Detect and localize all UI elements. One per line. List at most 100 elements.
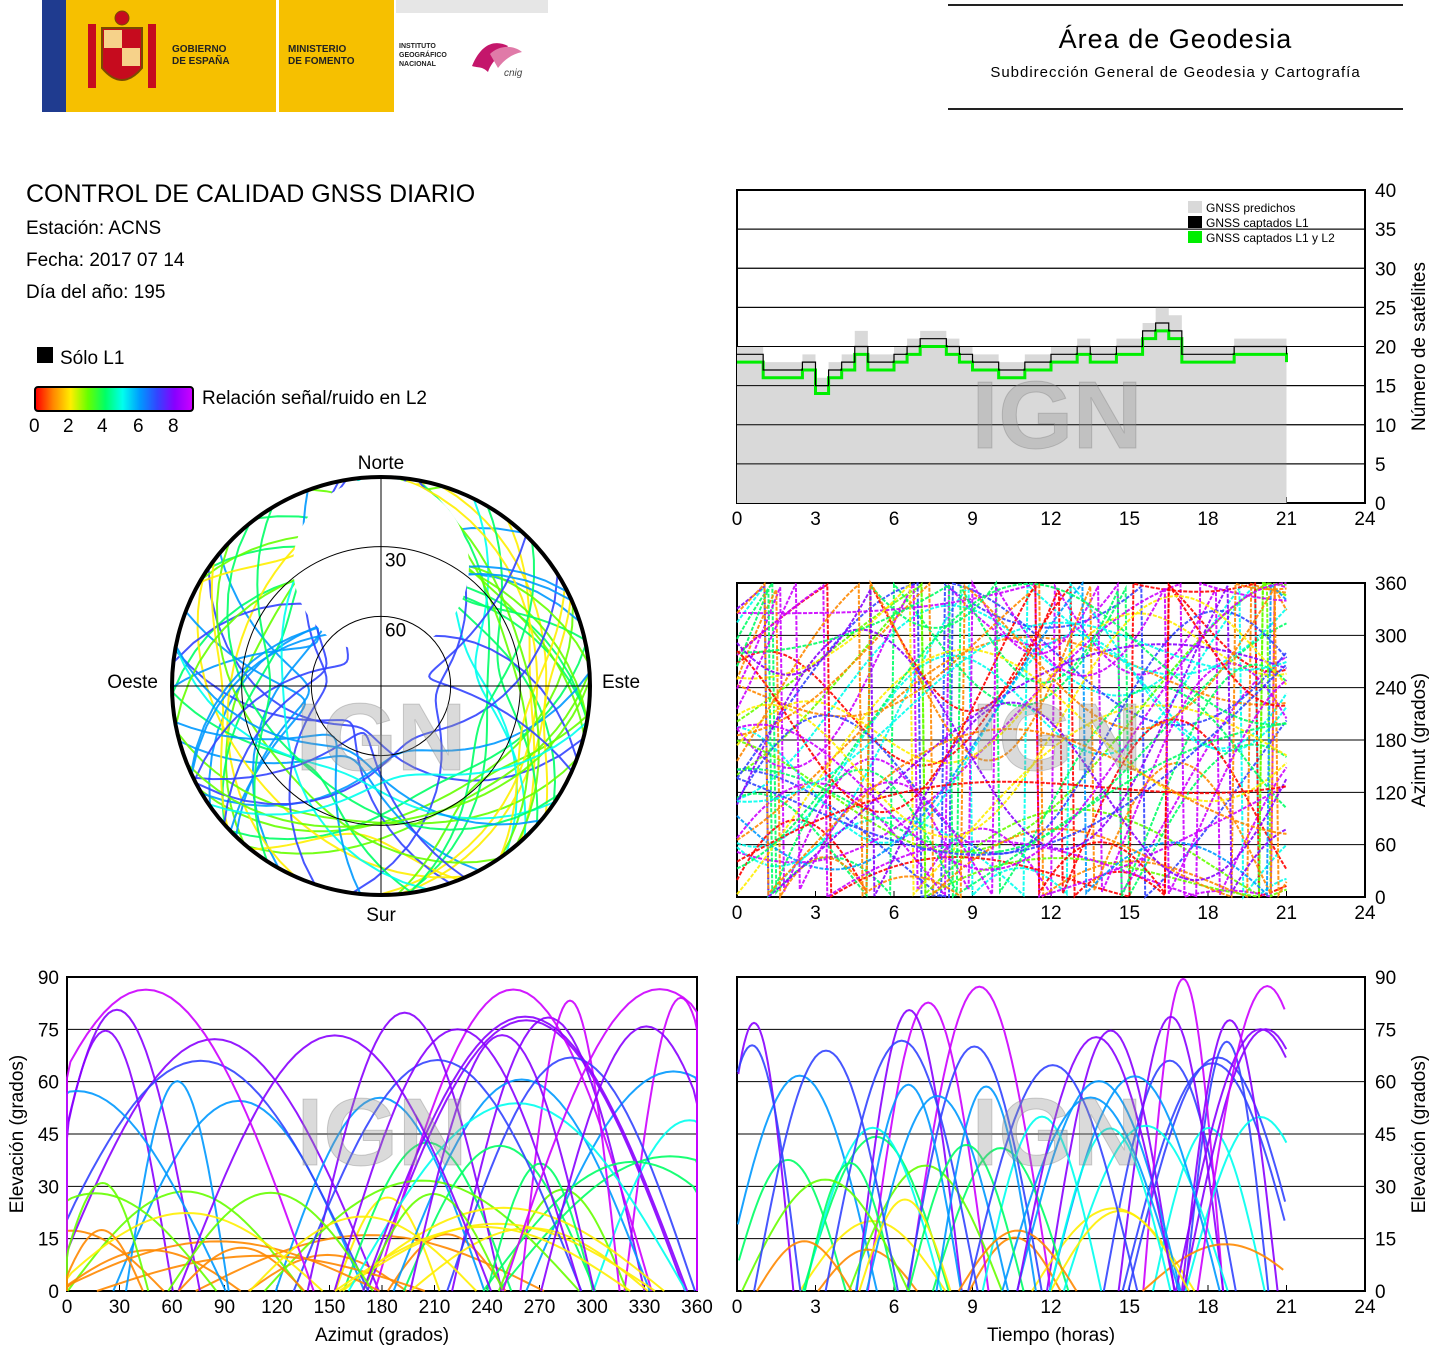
x-tick-label: 300 <box>576 1297 608 1318</box>
legend-l1-swatch <box>1188 216 1202 228</box>
legend-l1l2-swatch <box>1188 231 1202 243</box>
y-tick-label: 0 <box>1375 1282 1386 1303</box>
track-series <box>736 585 1287 897</box>
gov-text: GOBIERNO DE ESPAÑA <box>172 44 230 68</box>
track-series <box>756 1240 853 1292</box>
doy-label: Día del año: 195 <box>26 282 166 303</box>
x-axis-label: Azimut (grados) <box>315 1325 449 1346</box>
y-tick-label: 40 <box>1375 181 1396 202</box>
track-series <box>736 582 1287 871</box>
y-tick-label: 25 <box>1375 298 1396 319</box>
y-tick-label: 90 <box>1375 968 1396 989</box>
y-tick-label: 60 <box>1375 836 1396 857</box>
track-series <box>1196 985 1286 1292</box>
track-series <box>195 1234 545 1292</box>
y-tick-label: 75 <box>1375 1020 1396 1041</box>
track-series <box>66 1240 381 1292</box>
track-series <box>736 582 1287 898</box>
track-series <box>753 1049 899 1292</box>
x-tick-label: 12 <box>1040 1297 1061 1318</box>
x-tick-label: 120 <box>261 1297 293 1318</box>
track-series <box>499 586 566 859</box>
coat-of-arms-icon <box>88 10 156 88</box>
track-series <box>736 583 1288 899</box>
track-series <box>178 1246 306 1292</box>
l1-only-swatch <box>37 347 53 363</box>
track-series <box>215 542 499 864</box>
track-series <box>736 580 1288 897</box>
track-series <box>66 1228 144 1292</box>
x-tick-label: 360 <box>681 1297 713 1318</box>
y-tick-label: 0 <box>1375 888 1386 909</box>
x-tick-label: 180 <box>366 1297 398 1318</box>
track-series <box>931 1147 1070 1292</box>
track-series <box>1181 1019 1279 1292</box>
y-tick-label: 30 <box>1375 1177 1396 1198</box>
x-tick-label: 210 <box>419 1297 451 1318</box>
ign-watermark: IGN <box>296 684 467 791</box>
track-series <box>817 1248 918 1292</box>
cnig-logo-icon: cnig <box>472 43 523 79</box>
x-tick-label: 12 <box>1040 509 1061 530</box>
track-series <box>253 507 274 862</box>
track-series <box>935 1085 1037 1292</box>
track-series <box>167 1191 374 1292</box>
ring-label-60: 60 <box>385 620 406 641</box>
y-tick-label: 0 <box>1375 494 1386 515</box>
x-tick-label: 0 <box>732 1297 743 1318</box>
track-series <box>428 535 573 772</box>
x-tick-label: 18 <box>1197 903 1218 924</box>
skyplot-tracks <box>172 477 590 895</box>
track-series <box>736 584 1287 900</box>
x-tick-label: 330 <box>629 1297 661 1318</box>
track-series <box>967 1064 1139 1292</box>
track-series <box>175 645 542 826</box>
x-tick-label: 18 <box>1197 1297 1218 1318</box>
track-series <box>176 731 578 825</box>
eu-strip <box>42 0 66 112</box>
track-series <box>1152 1126 1266 1292</box>
track-series <box>736 582 1288 899</box>
chart-skyplot: 30 60 Norte Sur Oeste Este <box>107 453 640 926</box>
track-series <box>803 1161 897 1292</box>
track-series <box>736 1044 802 1292</box>
track-series <box>178 740 480 872</box>
y-tick-label: 30 <box>1375 259 1396 280</box>
track-series <box>736 580 1288 898</box>
x-tick-label: 150 <box>314 1297 346 1318</box>
x-tick-label: 18 <box>1197 509 1218 530</box>
track-series <box>736 580 1288 897</box>
track-series <box>177 1034 492 1292</box>
track-series <box>736 582 1287 899</box>
ign-watermark: IGN <box>972 362 1143 469</box>
x-tick-label: 21 <box>1276 509 1297 530</box>
track-series <box>1016 1036 1176 1292</box>
ign-line1: INSTITUTO <box>399 43 436 50</box>
track-series <box>736 581 1287 897</box>
series-l1-line <box>737 322 1288 387</box>
legend-l1-label: GNSS captados L1 <box>1206 216 1309 230</box>
track-series <box>451 1016 646 1292</box>
track-series <box>737 1158 847 1292</box>
x-tick-label: 240 <box>471 1297 503 1318</box>
track-series <box>338 1222 656 1292</box>
y-tick-label: 30 <box>38 1177 59 1198</box>
x-tick-label: 12 <box>1040 903 1061 924</box>
ign-line2: GEOGRÁFICO <box>399 52 447 59</box>
y-tick-label: 10 <box>1375 416 1396 437</box>
gov-line1: GOBIERNO <box>172 44 227 55</box>
track-series <box>866 1001 990 1292</box>
track-series <box>736 1074 878 1292</box>
report-title: CONTROL DE CALIDAD GNSS DIARIO <box>26 180 476 208</box>
header-rule-top <box>948 4 1403 6</box>
track-series <box>172 691 413 894</box>
y-tick-label: 15 <box>38 1230 59 1251</box>
track-series <box>125 1080 230 1292</box>
track-series <box>907 1143 1025 1292</box>
track-series <box>736 583 1287 899</box>
ign-text: INSTITUTO GEOGRÁFICO NACIONAL <box>399 42 447 69</box>
track-series <box>1048 1127 1172 1292</box>
track-series <box>218 552 311 837</box>
y-tick-label: 45 <box>38 1125 59 1146</box>
chart-elevation-time: 0 15 30 45 60 75 90 0 3 6 9 12 15 18 21 24 Elevación (gr… <box>732 968 1430 1346</box>
